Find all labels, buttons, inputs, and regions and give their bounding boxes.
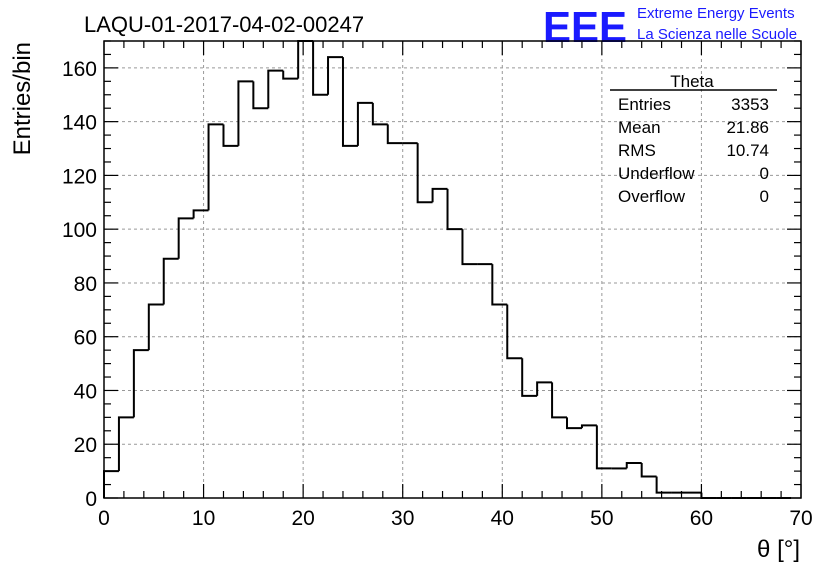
stats-value: 0 bbox=[760, 164, 769, 183]
histogram-bin bbox=[700, 492, 717, 499]
histogram-bin bbox=[461, 229, 478, 266]
histogram-bin bbox=[147, 303, 164, 351]
y-tick-label: 40 bbox=[74, 380, 97, 403]
x-tick-label: 10 bbox=[192, 507, 215, 530]
histogram-bin bbox=[237, 80, 254, 146]
histogram-bin bbox=[312, 41, 329, 96]
y-tick-label: 100 bbox=[62, 219, 97, 242]
stats-label: Mean bbox=[618, 118, 661, 137]
histogram-bin bbox=[356, 101, 373, 146]
histogram-bin bbox=[640, 463, 657, 478]
histogram-bin bbox=[297, 40, 314, 79]
stats-value: 0 bbox=[760, 187, 769, 206]
x-tick-label: 60 bbox=[690, 507, 713, 530]
x-tick-label: 20 bbox=[291, 507, 314, 530]
y-tick-label: 120 bbox=[62, 165, 97, 188]
histogram-bin bbox=[207, 123, 224, 211]
histogram-bin bbox=[655, 476, 672, 494]
y-tick-label: 140 bbox=[62, 112, 97, 135]
histogram-bin bbox=[371, 102, 388, 126]
stats-label: Overflow bbox=[618, 187, 686, 206]
axis-ticks bbox=[103, 40, 802, 499]
plot-border bbox=[103, 40, 802, 499]
y-tick-label: 20 bbox=[74, 434, 97, 457]
stats-title: Theta bbox=[670, 72, 714, 91]
stats-rows: Entries 3353 Mean 21.86 RMS 10.74 Underflow 0 Ov… bbox=[618, 95, 769, 206]
y-tick-label: 80 bbox=[74, 273, 97, 296]
histogram-bin bbox=[267, 69, 284, 109]
x-tick-label: 70 bbox=[789, 507, 812, 530]
histogram-bin bbox=[386, 124, 403, 145]
stats-label: RMS bbox=[618, 141, 656, 160]
histogram-bin bbox=[521, 358, 538, 397]
y-tick-labels: 0 20 40 60 80 100 120 140 160 bbox=[62, 58, 97, 511]
stats-label: Entries bbox=[618, 95, 671, 114]
histogram-bins bbox=[103, 40, 792, 499]
histogram-bin bbox=[595, 425, 612, 470]
logo-mark: EEE bbox=[543, 3, 627, 52]
x-tick-label: 50 bbox=[590, 507, 613, 530]
histogram-bin bbox=[416, 143, 433, 204]
x-axis-label: θ [°] bbox=[757, 536, 800, 563]
stats-label: Underflow bbox=[618, 164, 695, 183]
histogram-bin bbox=[580, 424, 597, 429]
histogram-bin bbox=[551, 382, 568, 419]
x-tick-labels: 0 10 20 30 40 50 60 70 bbox=[98, 507, 813, 530]
histogram-bin bbox=[162, 257, 179, 305]
grid bbox=[104, 41, 801, 498]
chart-title: LAQU-01-2017-04-02-00247 bbox=[84, 12, 364, 37]
stats-value: 21.86 bbox=[726, 118, 769, 137]
x-tick-label: 30 bbox=[391, 507, 414, 530]
x-tick-label: 0 bbox=[98, 507, 110, 530]
y-tick-label: 0 bbox=[85, 488, 97, 511]
histogram-bin bbox=[431, 187, 448, 203]
y-tick-label: 60 bbox=[74, 327, 97, 350]
histogram-bin bbox=[222, 124, 239, 147]
histogram-bin bbox=[117, 416, 134, 472]
histogram-bin bbox=[341, 57, 358, 147]
histogram-bin bbox=[625, 462, 642, 469]
stats-box: Theta Entries 3353 Mean 21.86 RMS 10.74 Underf… bbox=[610, 72, 777, 206]
histogram-bin bbox=[282, 70, 299, 80]
histogram-bin bbox=[536, 381, 553, 396]
histogram-bin bbox=[491, 264, 508, 306]
stats-value: 3353 bbox=[731, 95, 769, 114]
histogram-bin bbox=[132, 349, 149, 418]
histogram-bin bbox=[446, 188, 463, 231]
histogram-bin bbox=[327, 56, 343, 95]
histogram-bin bbox=[506, 304, 523, 360]
stats-value: 10.74 bbox=[726, 141, 769, 160]
histogram-bin bbox=[252, 81, 269, 110]
histogram-bin bbox=[192, 209, 209, 219]
x-tick-label: 40 bbox=[491, 507, 514, 530]
y-axis-label: Entries/bin bbox=[9, 42, 36, 155]
logo-line2: La Scienza nelle Scuole bbox=[637, 26, 797, 43]
histogram-bin bbox=[566, 417, 582, 430]
y-tick-label: 160 bbox=[62, 58, 97, 81]
logo-line1: Extreme Energy Events bbox=[637, 5, 795, 22]
histogram-bin bbox=[177, 217, 194, 259]
eee-logo: EEE Extreme Energy Events La Scienza nel… bbox=[543, 3, 797, 52]
plot-frame bbox=[103, 40, 802, 499]
